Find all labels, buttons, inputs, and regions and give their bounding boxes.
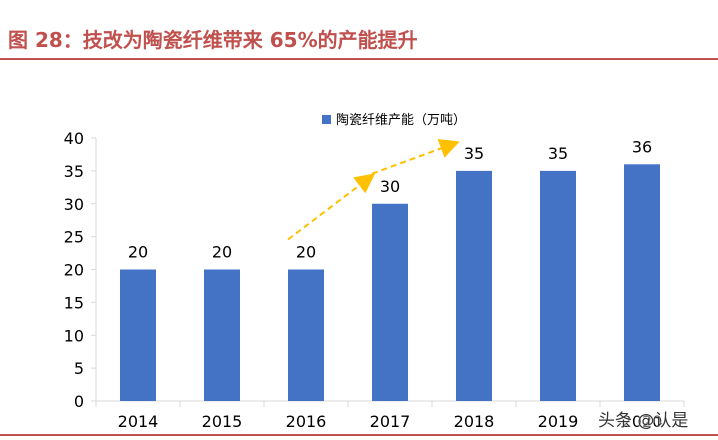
data-label: 30: [380, 177, 400, 196]
x-tick-label: 2014: [118, 412, 159, 431]
figure-title: 图 28：技改为陶瓷纤维带来 65%的产能提升: [8, 28, 418, 52]
bar: [120, 269, 156, 401]
data-label: 35: [464, 144, 484, 163]
trend-arrow: [371, 139, 460, 175]
bottom-rule: [0, 434, 718, 436]
y-tick-label: 10: [64, 326, 84, 345]
data-label: 36: [632, 137, 652, 156]
y-tick-label: 30: [64, 195, 84, 214]
bar: [456, 170, 492, 401]
title-rule: [0, 58, 718, 60]
legend-label: 陶瓷纤维产能（万吨）: [336, 112, 466, 128]
x-tick-label: 2015: [202, 412, 243, 431]
y-tick-label: 20: [64, 261, 84, 280]
data-label: 20: [296, 243, 316, 262]
y-tick-label: 0: [74, 392, 84, 411]
bar: [288, 269, 324, 401]
data-label: 35: [548, 144, 568, 163]
x-tick-label: 2018: [454, 412, 495, 431]
x-tick-label: 2020: [622, 412, 663, 431]
bar: [204, 269, 240, 401]
bar: [624, 164, 660, 401]
x-tick-label: 2019: [538, 412, 579, 431]
data-label: 20: [128, 243, 148, 262]
data-label: 20: [212, 243, 232, 262]
x-tick-label: 2016: [286, 412, 327, 431]
y-tick-label: 5: [74, 359, 84, 378]
legend-swatch: [322, 115, 331, 124]
y-tick-label: 15: [64, 293, 84, 312]
y-tick-label: 25: [64, 228, 84, 247]
bar: [372, 203, 408, 401]
trend-arrow: [287, 173, 376, 241]
watermark: 头条 @认是: [598, 411, 689, 431]
x-tick-label: 2017: [370, 412, 411, 431]
bar: [540, 170, 576, 401]
y-tick-label: 40: [64, 129, 84, 148]
y-tick-label: 35: [64, 162, 84, 181]
